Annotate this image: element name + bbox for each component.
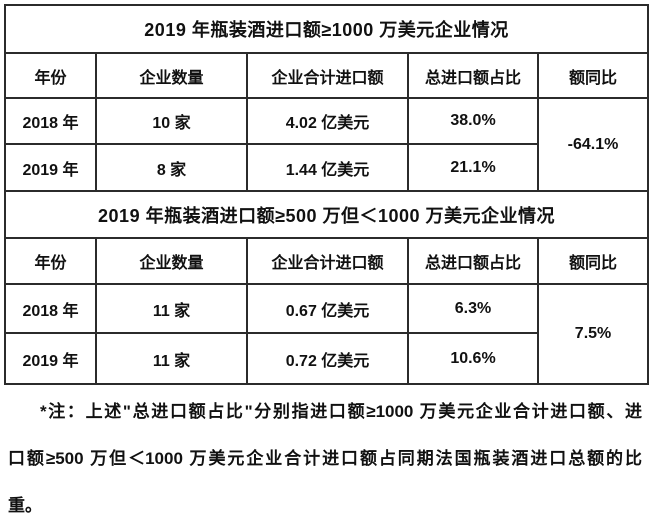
table2-row-2018: 2018 年 11 家 0.67 亿美元 6.3% 7.5% [4, 283, 650, 385]
footnote-line-2: 口额≥500 万但＜1000 万美元企业合计进口额占同期法国瓶装酒进口总额的比 [8, 449, 642, 468]
table1-2019-share: 21.1% [407, 143, 539, 192]
table2-title: 2019 年瓶装酒进口额≥500 万但＜1000 万美元企业情况 [3, 190, 650, 239]
table1-row-2018: 2018 年 10 家 4.02 亿美元 38.0% -64.1% [4, 97, 650, 192]
table2-2019-amount: 0.72 亿美元 [246, 332, 409, 385]
table2-header-yoy: 额同比 [536, 237, 650, 285]
table1-header-total-import: 企业合计进口额 [246, 52, 409, 99]
table1-2018-amount: 4.02 亿美元 [246, 97, 409, 145]
table2-row-2019: 2019 年 11 家 0.72 亿美元 10.6% [4, 332, 648, 385]
footnote-line-3: 重。 [8, 496, 42, 515]
footnote: *注：上述"总进口额占比"分别指进口额≥1000 万美元企业合计进口额、进 口额… [8, 388, 642, 516]
table2-2019-count: 11 家 [95, 332, 248, 385]
table1-2019-amount: 1.44 亿美元 [246, 143, 409, 192]
table1-2019-year: 2019 年 [4, 143, 97, 192]
table1-title: 2019 年瓶装酒进口额≥1000 万美元企业情况 [3, 4, 650, 54]
table2-2018-amount: 0.67 亿美元 [246, 283, 409, 334]
table2-header-total-import: 企业合计进口额 [246, 237, 409, 285]
table1-row-2019: 2019 年 8 家 1.44 亿美元 21.1% [4, 143, 648, 192]
table2-header-company-count: 企业数量 [95, 237, 248, 285]
table2-header-share: 总进口额占比 [407, 237, 539, 285]
table1-header-year: 年份 [4, 52, 97, 99]
table2-2019-share: 10.6% [407, 332, 539, 385]
table2-header-row: 年份 企业数量 企业合计进口额 总进口额占比 额同比 [4, 237, 650, 285]
footnote-line-1: *注：上述"总进口额占比"分别指进口额≥1000 万美元企业合计进口额、进 [40, 402, 642, 421]
table2-header-year: 年份 [4, 237, 97, 285]
wine-import-stats-table: 2019 年瓶装酒进口额≥1000 万美元企业情况 年份 企业数量 企业合计进口… [3, 4, 650, 385]
table2-yoy-merged-cell: 7.5% [536, 283, 650, 385]
table2-2018-count: 11 家 [95, 283, 248, 334]
table2-2018-share: 6.3% [407, 283, 539, 334]
table1-2018-year: 2018 年 [4, 97, 97, 145]
table1-header-share: 总进口额占比 [407, 52, 539, 99]
table2-2018-year: 2018 年 [4, 283, 97, 334]
table1-2018-count: 10 家 [95, 97, 248, 145]
table1-yoy-merged-cell: -64.1% [536, 97, 650, 192]
table2-2019-year: 2019 年 [4, 332, 97, 385]
table1-header-row: 年份 企业数量 企业合计进口额 总进口额占比 额同比 [4, 52, 650, 99]
table1-header-company-count: 企业数量 [95, 52, 248, 99]
table1-title-row: 2019 年瓶装酒进口额≥1000 万美元企业情况 [3, 4, 650, 54]
table1-header-yoy: 额同比 [536, 52, 650, 99]
table2-title-row: 2019 年瓶装酒进口额≥500 万但＜1000 万美元企业情况 [3, 190, 650, 239]
table1-2019-count: 8 家 [95, 143, 248, 192]
table1-2018-share: 38.0% [407, 97, 539, 145]
